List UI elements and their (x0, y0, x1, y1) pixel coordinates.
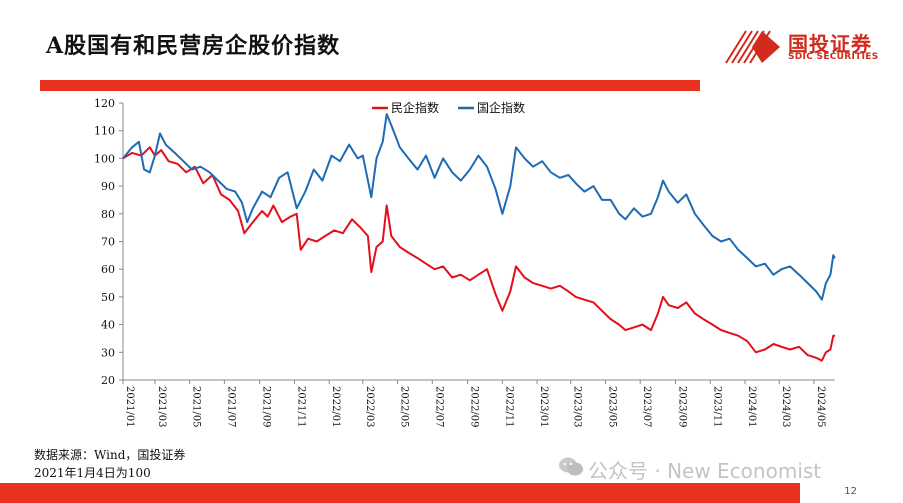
x-tick-label: 2022/03 (364, 386, 375, 428)
x-tick-label: 2023/03 (572, 386, 583, 428)
legend-label-1: 国企指数 (477, 100, 525, 115)
x-tick-label: 2022/07 (433, 386, 444, 428)
x-tick-label: 2021/07 (225, 386, 236, 428)
x-tick-label: 2021/03 (156, 386, 167, 428)
logo-mark-icon (725, 30, 780, 64)
x-tick-label: 2022/01 (330, 386, 341, 428)
x-tick-label: 2024/01 (746, 386, 757, 428)
series-line-1 (122, 113, 836, 301)
x-tick-label: 2023/09 (677, 386, 688, 428)
footer-accent-bar (0, 483, 800, 503)
x-tick-label: 2022/05 (399, 386, 410, 428)
y-tick-label: 70 (101, 236, 115, 249)
x-tick-label: 2024/05 (815, 386, 826, 428)
x-tick-label: 2021/09 (261, 386, 272, 428)
y-tick-label: 30 (101, 346, 115, 359)
y-tick-label: 40 (101, 319, 115, 332)
y-tick-label: 120 (94, 97, 115, 110)
x-tick-label: 2022/11 (503, 386, 514, 428)
x-tick-label: 2023/01 (538, 386, 549, 428)
company-logo: 国投证券 SDIC SECURITIES (722, 24, 892, 68)
page-number: 12 (844, 486, 857, 497)
source-note: 数据来源：Wind，国投证券 (34, 448, 186, 462)
wechat-icon (559, 457, 583, 476)
logo-text-en: SDIC SECURITIES (788, 52, 879, 62)
x-tick-label: 2021/01 (124, 386, 135, 428)
base-note: 2021年1月4日为100 (34, 466, 151, 480)
series-line-0 (122, 146, 835, 362)
x-tick-label: 2021/11 (295, 386, 306, 428)
title-accent-bar (40, 80, 700, 91)
x-tick-label: 2023/05 (606, 386, 617, 428)
y-tick-label: 90 (101, 180, 115, 193)
line-chart: 20 30 40 50 60 70 80 90 100 110 120 2021/01 2021/03 2… (94, 97, 836, 428)
watermark: 公众号 · New Economist (588, 459, 822, 483)
y-tick-label: 60 (101, 263, 115, 276)
y-tick-label: 110 (94, 125, 115, 138)
legend-label-0: 民企指数 (391, 100, 439, 115)
y-tick-label: 50 (101, 291, 115, 304)
x-tick-label: 2023/07 (641, 386, 652, 428)
y-tick-label: 80 (101, 208, 115, 221)
x-tick-label: 2024/03 (780, 386, 791, 428)
x-tick-label: 2021/05 (191, 386, 202, 428)
logo-text-cn: 国投证券 (788, 32, 872, 56)
y-tick-label: 100 (94, 152, 115, 165)
x-tick-label: 2022/09 (469, 386, 480, 428)
slide-title: A股国有和民营房企股价指数 (46, 33, 341, 59)
x-tick-label: 2023/11 (711, 386, 722, 428)
y-tick-label: 20 (101, 374, 115, 387)
